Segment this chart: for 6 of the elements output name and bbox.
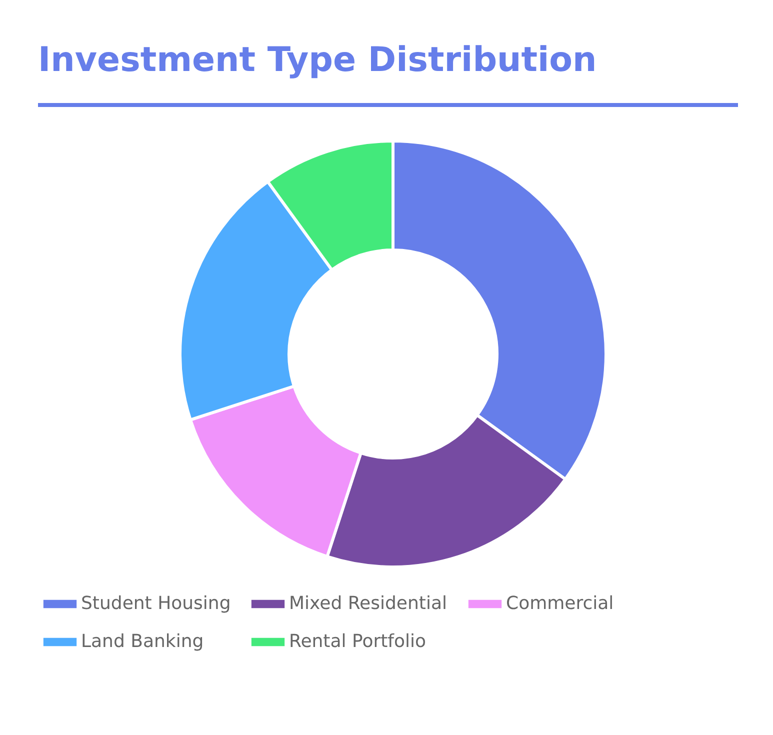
legend-label: Commercial xyxy=(506,593,614,614)
chart-title: Investment Type Distribution xyxy=(38,40,597,80)
legend-label: Rental Portfolio xyxy=(289,631,426,652)
legend-label: Student Housing xyxy=(81,593,231,614)
legend-label: Land Banking xyxy=(81,631,204,652)
legend-label: Mixed Residential xyxy=(289,593,448,614)
